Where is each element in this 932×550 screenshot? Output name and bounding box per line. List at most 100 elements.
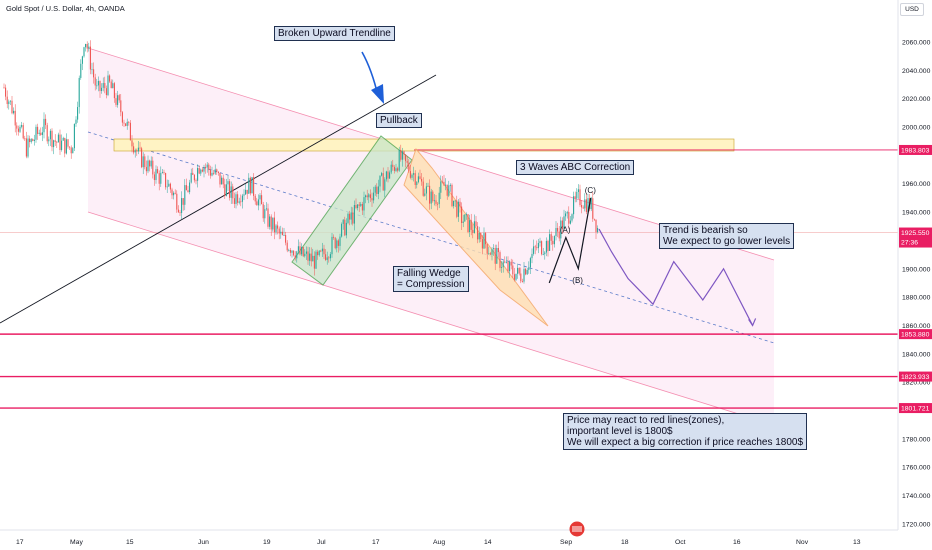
- projection-path: [598, 228, 754, 326]
- candle-body: [449, 184, 451, 186]
- candle-body: [45, 118, 47, 126]
- candle-body: [513, 274, 515, 280]
- candle-body: [441, 181, 443, 183]
- candle-body: [168, 183, 170, 187]
- projection-arrowhead: [748, 318, 757, 327]
- y-tick-label: 1760.000: [902, 465, 931, 472]
- candle-body: [161, 172, 163, 173]
- candle-body: [185, 185, 187, 191]
- candle-body: [405, 154, 407, 162]
- candle-body: [3, 87, 5, 89]
- candle-body: [35, 126, 37, 140]
- candle-body: [525, 268, 527, 275]
- candle-body: [201, 169, 203, 172]
- candle-body: [521, 281, 523, 282]
- candle-body: [157, 169, 159, 174]
- candle-body: [86, 43, 88, 49]
- candle-body: [49, 130, 51, 140]
- candle-body: [571, 214, 573, 221]
- candle-body: [349, 213, 351, 220]
- candle-body: [91, 69, 93, 71]
- candle-body: [518, 267, 520, 274]
- candle-body: [214, 169, 216, 174]
- candle-body: [97, 80, 99, 86]
- candle-body: [446, 184, 448, 196]
- candle-body: [481, 239, 483, 249]
- candle-body: [472, 229, 474, 234]
- candle-body: [424, 193, 426, 196]
- currency-selector[interactable]: USD: [900, 3, 924, 16]
- candle-body: [478, 233, 480, 240]
- candle-body: [355, 205, 357, 209]
- candle-body: [16, 125, 18, 129]
- candle-body: [326, 257, 328, 260]
- candle-body: [238, 201, 240, 203]
- y-tick-label: 1960.000: [902, 181, 931, 188]
- candle-body: [281, 231, 283, 236]
- x-tick-label: Oct: [675, 539, 686, 546]
- candle-body: [198, 168, 200, 174]
- candle-body: [109, 75, 111, 82]
- candle-body: [373, 192, 375, 201]
- candle-body: [320, 250, 322, 252]
- candle-body: [512, 265, 514, 275]
- candle-body: [193, 174, 195, 181]
- candle-body: [11, 100, 13, 114]
- candle-body: [110, 81, 112, 89]
- candle-body: [61, 140, 63, 150]
- candle-body: [181, 198, 183, 213]
- candle-body: [302, 247, 304, 257]
- candle-body: [275, 225, 277, 233]
- candle-body: [264, 209, 266, 219]
- candle-body: [25, 138, 27, 157]
- candle-body: [254, 195, 256, 202]
- candle-body: [30, 139, 32, 143]
- price-tag: [899, 227, 932, 248]
- candle-body: [57, 134, 59, 143]
- candle-body: [256, 201, 258, 206]
- candle-body: [80, 63, 82, 78]
- y-tick-label: 2020.000: [902, 96, 931, 103]
- candle-body: [473, 221, 475, 234]
- candle-body: [54, 140, 56, 142]
- candle-body: [141, 148, 143, 168]
- candle-body: [137, 147, 139, 152]
- y-tick-label: 2060.000: [902, 39, 931, 46]
- candle-body: [197, 168, 199, 181]
- candle-body: [592, 198, 594, 219]
- price-tag-label: 1801.721: [901, 406, 930, 413]
- candle-body: [430, 191, 432, 204]
- candle-body: [227, 181, 229, 185]
- candle-body: [496, 247, 498, 264]
- candle-body: [448, 185, 450, 196]
- candle-body: [277, 225, 279, 229]
- candle-body: [166, 186, 168, 188]
- x-tick-label: 16: [733, 539, 741, 546]
- candle-body: [595, 219, 597, 233]
- candle-body: [32, 139, 34, 141]
- candle-body: [587, 198, 589, 212]
- y-tick-label: 1900.000: [902, 266, 931, 273]
- x-tick-label: 14: [484, 539, 492, 546]
- candle-body: [520, 273, 522, 282]
- x-tick-label: 17: [16, 539, 24, 546]
- candle-body: [443, 181, 445, 186]
- candle-body: [360, 203, 362, 206]
- candle-body: [411, 174, 413, 178]
- candle-body: [539, 241, 541, 243]
- candle-body: [33, 139, 35, 141]
- candle-body: [376, 186, 378, 194]
- candle-body: [88, 46, 90, 49]
- annotation-abc-correction: 3 Waves ABC Correction: [516, 160, 635, 175]
- candle-body: [339, 236, 341, 246]
- candle-body: [117, 95, 119, 105]
- candle-body: [398, 149, 400, 171]
- candle-body: [491, 249, 493, 255]
- candle-body: [142, 156, 144, 168]
- x-tick-label: Jun: [198, 539, 209, 546]
- candle-body: [462, 221, 464, 223]
- candle-body: [536, 247, 538, 249]
- candle-body: [347, 213, 349, 223]
